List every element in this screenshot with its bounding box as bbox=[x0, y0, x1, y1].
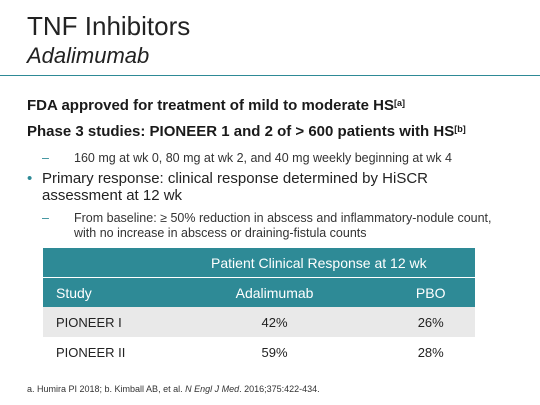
table-header-empty bbox=[43, 248, 163, 278]
table-row: PIONEER II 59% 28% bbox=[43, 337, 475, 367]
slide-title: TNF Inhibitors bbox=[27, 11, 191, 41]
cell-study: PIONEER I bbox=[43, 307, 163, 337]
cell-study: PIONEER II bbox=[43, 337, 163, 367]
cell-adalimumab: 42% bbox=[162, 307, 387, 337]
footnote-text: a. Humira PI 2018; b. Kimball AB, et al. bbox=[27, 384, 186, 394]
bullet-text: Phase 3 studies: PIONEER 1 and 2 of > 60… bbox=[27, 123, 455, 140]
table-group-header: Patient Clinical Response at 12 wk bbox=[162, 248, 475, 278]
bullet-primary-response: • Primary response: clinical response de… bbox=[27, 170, 497, 204]
sub-bullet-text: 160 mg at wk 0, 80 mg at wk 2, and 40 mg… bbox=[74, 151, 452, 165]
dash-marker: – bbox=[42, 151, 49, 165]
cell-adalimumab: 59% bbox=[162, 337, 387, 367]
response-table: Patient Clinical Response at 12 wk Study… bbox=[43, 248, 475, 367]
footnote-citation: . 2016;375:422-434. bbox=[239, 384, 320, 394]
column-header-adalimumab: Adalimumab bbox=[162, 277, 387, 307]
footnote: a. Humira PI 2018; b. Kimball AB, et al.… bbox=[27, 384, 320, 394]
sub-bullet-baseline: – From baseline: ≥ 50% reduction in absc… bbox=[42, 211, 512, 241]
reference-a: [a] bbox=[393, 98, 405, 108]
sub-bullet-dosing: – 160 mg at wk 0, 80 mg at wk 2, and 40 … bbox=[42, 151, 522, 166]
dash-marker: – bbox=[42, 211, 49, 225]
column-header-pbo: PBO bbox=[386, 277, 475, 307]
slide-subtitle: Adalimumab bbox=[27, 43, 150, 68]
bullet-text: FDA approved for treatment of mild to mo… bbox=[27, 97, 394, 114]
column-header-study: Study bbox=[43, 277, 163, 307]
table-row: PIONEER I 42% 26% bbox=[43, 307, 475, 337]
cell-pbo: 28% bbox=[386, 337, 475, 367]
table-group-header-row: Patient Clinical Response at 12 wk bbox=[43, 248, 475, 278]
bullet-phase3: Phase 3 studies: PIONEER 1 and 2 of > 60… bbox=[27, 123, 466, 141]
reference-b: [b] bbox=[454, 124, 466, 134]
title-divider bbox=[0, 75, 540, 76]
sub-bullet-text: From baseline: ≥ 50% reduction in absces… bbox=[74, 211, 492, 240]
cell-pbo: 26% bbox=[386, 307, 475, 337]
bullet-text: Primary response: clinical response dete… bbox=[42, 170, 428, 204]
bullet-fda-approval: FDA approved for treatment of mild to mo… bbox=[27, 97, 405, 115]
footnote-journal: N Engl J Med bbox=[185, 384, 240, 394]
bullet-dot: • bbox=[27, 170, 33, 187]
table-header-row: Study Adalimumab PBO bbox=[43, 277, 475, 307]
